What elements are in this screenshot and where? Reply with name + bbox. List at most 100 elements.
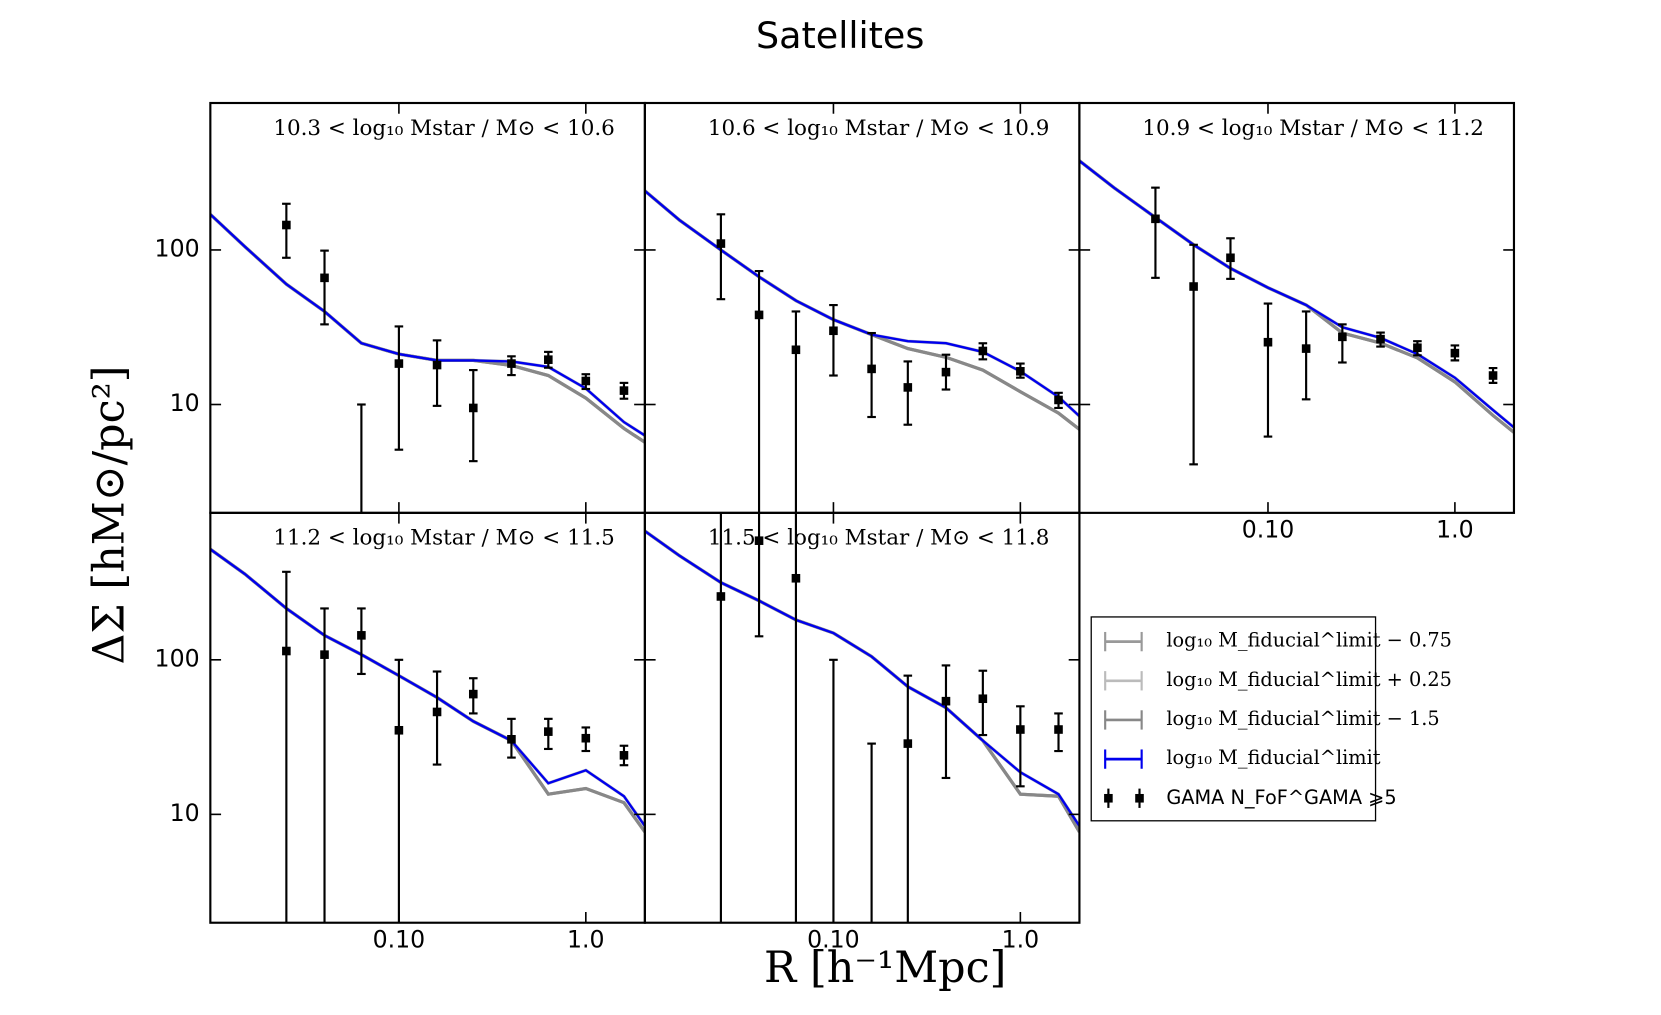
data-point xyxy=(432,707,442,717)
data-point xyxy=(507,359,516,368)
chart-title: Satellites xyxy=(756,14,924,57)
model-line xyxy=(644,189,1080,418)
data-point xyxy=(619,386,629,395)
data-point xyxy=(754,310,764,320)
data-point xyxy=(1338,332,1347,342)
model-line xyxy=(1079,159,1514,429)
x-tick-label: 1.0 xyxy=(1002,925,1040,953)
data-point xyxy=(941,367,951,377)
data-point xyxy=(1054,725,1063,734)
model-line xyxy=(644,189,1080,418)
x-tick-label: 0.10 xyxy=(807,925,860,953)
data-point xyxy=(1189,282,1198,291)
panel-frame xyxy=(643,101,1081,514)
data-point xyxy=(978,346,988,356)
data-point xyxy=(867,364,876,374)
panel-title: 10.6 < log₁₀ Mstar / M⊙ < 10.9 xyxy=(708,116,1049,141)
x-axis-label: R [h⁻¹Mpc] xyxy=(764,943,1006,993)
data-point xyxy=(1054,395,1063,405)
model-line xyxy=(210,213,645,437)
data-point xyxy=(544,355,553,364)
data-point xyxy=(544,727,553,736)
panel-frame xyxy=(209,511,646,924)
panel xyxy=(644,512,1080,923)
data-point xyxy=(978,694,988,704)
model-line xyxy=(1079,159,1514,429)
panel-frame xyxy=(1078,101,1516,514)
data-point xyxy=(1151,214,1160,224)
model-line xyxy=(644,189,1080,431)
legend-swatch xyxy=(1104,793,1113,803)
data-point xyxy=(320,650,329,659)
panel xyxy=(210,547,645,923)
data-point xyxy=(716,239,726,248)
data-point xyxy=(903,383,913,392)
data-point xyxy=(432,360,442,370)
model-line xyxy=(210,547,645,827)
x-tick-label: 0.10 xyxy=(1242,516,1295,544)
data-point xyxy=(1488,371,1498,380)
data-point xyxy=(791,345,801,355)
data-point xyxy=(468,689,478,699)
legend-label: log₁₀ M_fiducial^limit − 1.5 xyxy=(1166,707,1439,730)
data-point xyxy=(716,592,726,601)
y-tick-label: 100 xyxy=(155,234,200,262)
model-line xyxy=(210,213,645,444)
data-point xyxy=(468,403,478,413)
data-point xyxy=(903,739,913,748)
data-point xyxy=(581,376,591,386)
model-line xyxy=(1079,159,1514,434)
data-point xyxy=(1016,367,1025,376)
panel-title: 11.2 < log₁₀ Mstar / M⊙ < 11.5 xyxy=(273,526,614,551)
panel-frame xyxy=(209,101,646,514)
x-tick-label: 1.0 xyxy=(1436,516,1474,544)
panel xyxy=(210,202,645,513)
model-line xyxy=(644,530,1080,827)
data-point xyxy=(1226,253,1235,263)
x-tick-label: 1.0 xyxy=(567,925,605,953)
data-point xyxy=(282,646,291,656)
data-point xyxy=(941,696,951,706)
panel-title: 10.9 < log₁₀ Mstar / M⊙ < 11.2 xyxy=(1142,116,1484,141)
data-point xyxy=(394,725,404,735)
model-line xyxy=(1079,159,1514,434)
legend-label: log₁₀ M_fiducial^limit + 0.25 xyxy=(1166,668,1452,691)
legend: log₁₀ M_fiducial^limit − 0.75 log₁₀ M_fid… xyxy=(1090,616,1452,822)
y-tick-label: 10 xyxy=(170,799,200,827)
model-line xyxy=(210,213,645,444)
data-point xyxy=(507,735,516,744)
data-point xyxy=(791,573,801,583)
model-line xyxy=(210,547,645,833)
data-point xyxy=(357,631,366,640)
data-point xyxy=(829,326,838,336)
legend-label: log₁₀ M_fiducial^limit − 0.75 xyxy=(1166,629,1452,652)
data-point xyxy=(394,359,404,368)
data-point xyxy=(754,536,764,545)
data-point xyxy=(282,220,291,230)
panel xyxy=(644,189,1080,513)
data-point xyxy=(1016,725,1025,734)
model-line xyxy=(210,213,645,437)
panel-frame xyxy=(643,511,1081,924)
y-tick-label: 100 xyxy=(155,644,200,672)
legend-swatch xyxy=(1135,793,1144,803)
data-point xyxy=(1376,334,1385,344)
legend-label: GAMA N_FoF^GAMA ⩾5 xyxy=(1166,786,1396,809)
panel-title: 10.3 < log₁₀ Mstar / M⊙ < 10.6 xyxy=(273,116,614,141)
y-tick-label: 10 xyxy=(170,389,200,417)
data-point xyxy=(581,733,591,743)
data-point xyxy=(1301,344,1311,353)
data-point xyxy=(1450,348,1460,358)
model-line xyxy=(210,548,645,827)
panel-title: 11.5 < log₁₀ Mstar / M⊙ < 11.8 xyxy=(708,526,1049,551)
y-axis-label: ΔΣ [hM⊙/pc²] xyxy=(85,365,135,664)
legend-label: log₁₀ M_fiducial^limit xyxy=(1166,746,1380,769)
data-point xyxy=(320,273,329,283)
data-point xyxy=(1263,337,1273,347)
x-tick-label: 0.10 xyxy=(373,925,426,953)
data-point xyxy=(619,751,629,760)
panel xyxy=(1079,159,1514,466)
data-point xyxy=(1413,343,1422,353)
